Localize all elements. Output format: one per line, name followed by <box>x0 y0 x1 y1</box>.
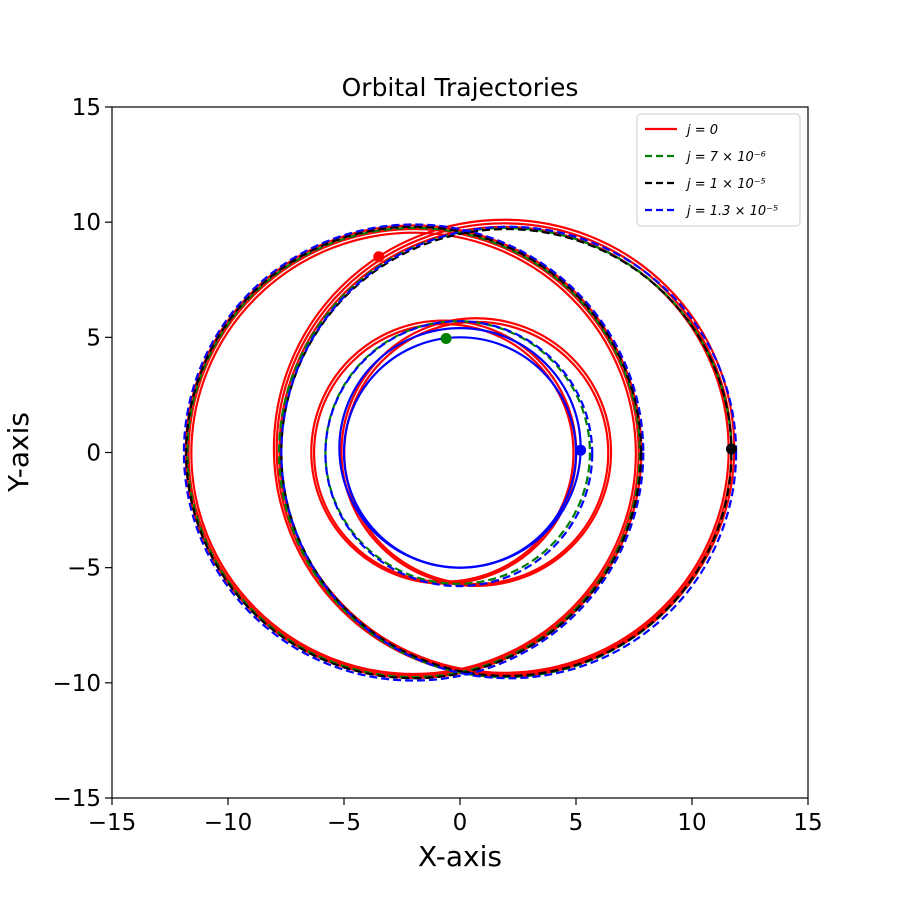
x-tick-label: 5 <box>569 810 584 836</box>
orbit-marker-series-3 <box>575 444 587 456</box>
orbit-path-series-0 <box>187 227 640 678</box>
chart-title: Orbital Trajectories <box>342 73 579 102</box>
orbit-markers <box>373 251 737 456</box>
orbit-path-series-1 <box>186 226 641 679</box>
legend-label: j = 1 × 10⁻⁵ <box>685 177 766 192</box>
y-tick-label: −5 <box>67 556 101 582</box>
y-tick-label: 0 <box>86 441 101 467</box>
orbit-marker-series-2 <box>725 443 737 455</box>
legend-label: j = 0 <box>685 123 718 138</box>
orbit-marker-series-0 <box>373 251 385 263</box>
y-tick-label: 15 <box>72 95 101 121</box>
x-tick-label: −5 <box>327 810 361 836</box>
legend-label: j = 7 × 10⁻⁶ <box>685 150 766 165</box>
orbit-path-series-0 <box>343 320 610 586</box>
orbit-path-series-0 <box>340 317 613 588</box>
y-tick-label: −15 <box>52 786 101 812</box>
x-tick-label: 15 <box>793 810 822 836</box>
x-axis-ticks: −15 −10 −5 0 5 10 15 <box>88 798 823 836</box>
y-tick-label: −10 <box>52 671 101 697</box>
orbit-path-series-1 <box>324 320 592 585</box>
x-tick-label: −10 <box>204 810 253 836</box>
x-tick-label: −15 <box>88 810 137 836</box>
orbit-path-series-3 <box>280 225 738 680</box>
legend-label: j = 1.3 × 10⁻⁵ <box>685 204 778 219</box>
orbit-path-series-2 <box>185 225 643 680</box>
legend: j = 0 j = 7 × 10⁻⁶ j = 1 × 10⁻⁵ j = 1.3 × 1… <box>636 113 801 227</box>
orbit-path-series-0 <box>190 231 637 676</box>
legend-box <box>636 113 801 227</box>
y-tick-label: 10 <box>72 210 101 236</box>
orbit-path-series-3 <box>324 320 594 588</box>
legend-items: j = 0 j = 7 × 10⁻⁶ j = 1 × 10⁻⁵ j = 1.3 × 1… <box>645 123 778 219</box>
orbit-path-series-0 <box>312 323 575 583</box>
x-axis-label: X-axis <box>418 840 502 873</box>
orbit-path-series-3 <box>342 336 578 569</box>
x-tick-label: 10 <box>677 810 706 836</box>
orbit-marker-series-1 <box>440 332 452 344</box>
y-axis-ticks: −15 −10 −5 0 5 10 15 <box>52 95 112 812</box>
orbit-curves <box>182 218 738 682</box>
y-tick-label: 5 <box>86 325 101 351</box>
y-axis-label: Y-axis <box>2 412 35 493</box>
orbit-path-series-3 <box>182 223 645 682</box>
plot-area <box>111 106 809 799</box>
x-tick-label: 0 <box>453 810 468 836</box>
